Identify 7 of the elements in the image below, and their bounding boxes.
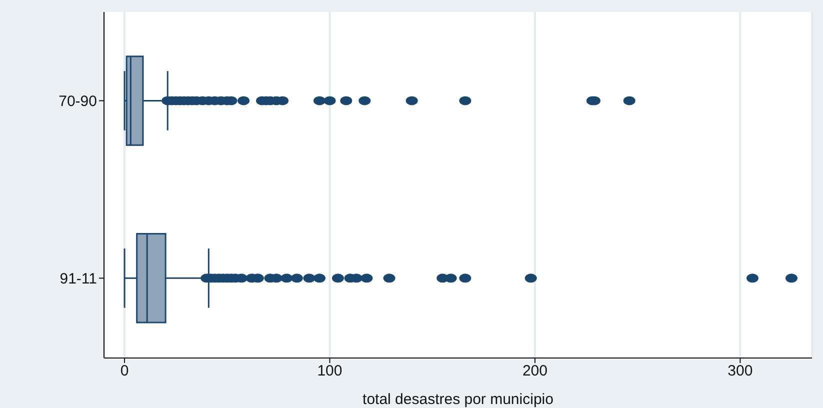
x-tick-label: 300 (728, 362, 753, 380)
x-tick-label: 100 (317, 362, 342, 380)
x-axis-title: total desastres por municipio (362, 391, 554, 408)
x-tick-label: 0 (120, 362, 129, 380)
y-tick-label: 70-90 (58, 93, 97, 110)
x-tick-label: 200 (522, 362, 548, 380)
y-tick-label: 91-11 (60, 270, 97, 288)
